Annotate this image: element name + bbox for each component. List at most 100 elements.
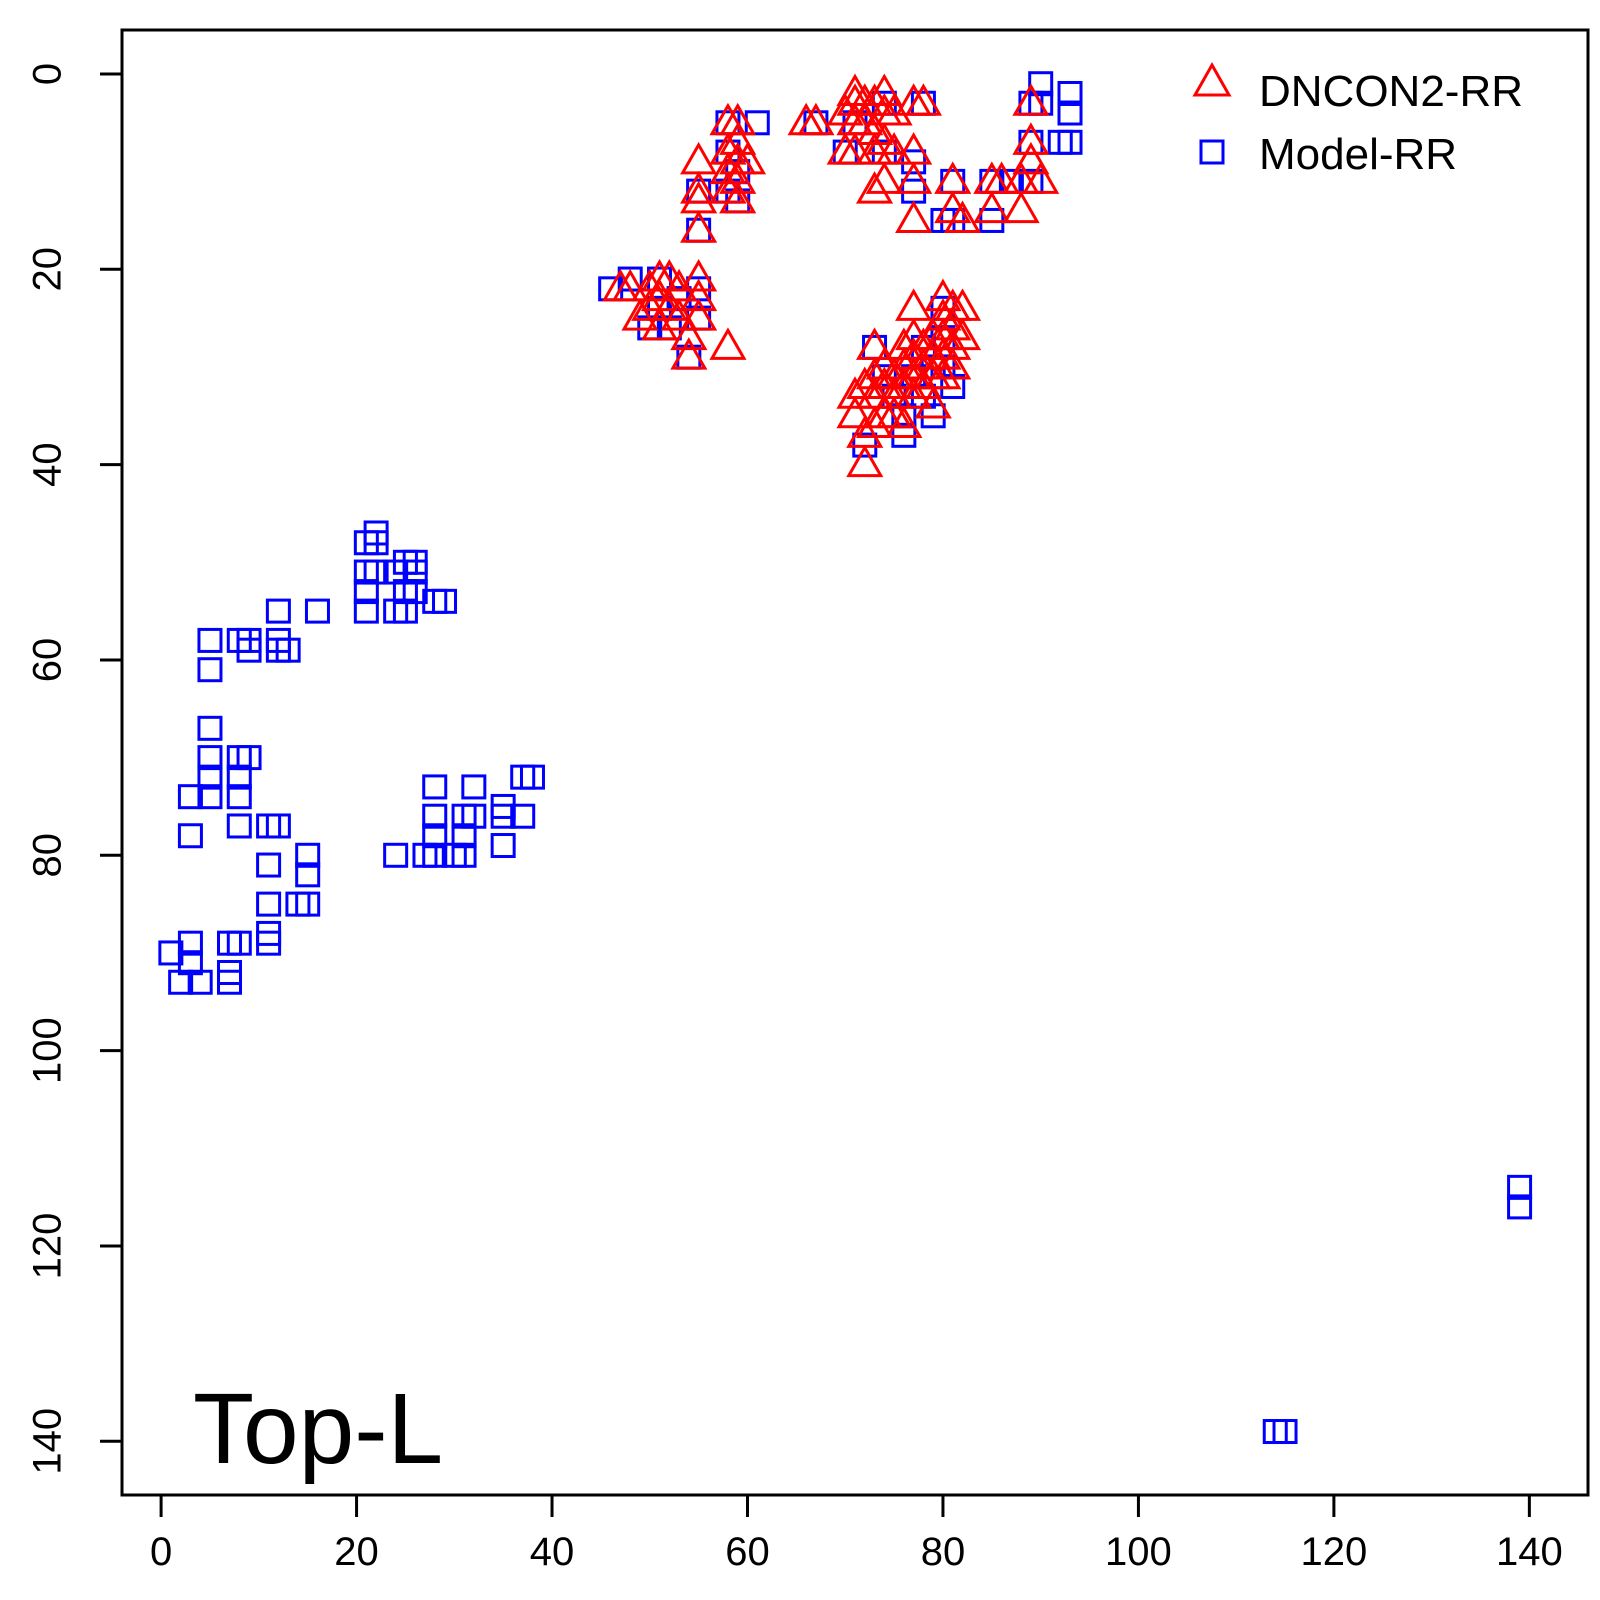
model-rr-point bbox=[295, 891, 321, 917]
dncon2-rr-point bbox=[1012, 141, 1050, 175]
model-rr-point bbox=[1272, 1419, 1298, 1445]
model-rr-point bbox=[422, 774, 448, 800]
legend-marker-triangle bbox=[1192, 61, 1232, 97]
dncon2-rr-point bbox=[855, 405, 894, 439]
legend: DNCON2-RR Model-RR bbox=[1192, 61, 1523, 179]
dncon2-rr-point bbox=[719, 122, 757, 155]
model-rr-point bbox=[519, 764, 545, 790]
model-rr-point bbox=[422, 803, 448, 829]
dncon2-rr-point bbox=[1012, 122, 1050, 155]
y-tick-label: 60 bbox=[26, 638, 70, 683]
dncon2-rr-point bbox=[895, 376, 933, 409]
model-rr-point bbox=[490, 833, 516, 859]
model-rr-point bbox=[197, 657, 223, 683]
model-rr-point bbox=[402, 559, 428, 585]
model-rr-point bbox=[177, 823, 203, 849]
dncon2-rr-point bbox=[728, 141, 767, 175]
x-axis: 0 20 40 60 80 100 120 140 bbox=[150, 1493, 1563, 1574]
model-rr-point bbox=[295, 842, 321, 868]
dncon2-rr-point bbox=[680, 278, 718, 312]
dncon2-rr-point bbox=[680, 298, 718, 331]
x-tick-label: 40 bbox=[530, 1530, 575, 1574]
dncon2-rr-point bbox=[836, 132, 874, 165]
model-rr-point bbox=[187, 969, 213, 995]
x-tick-label: 80 bbox=[921, 1530, 966, 1574]
y-tick-label: 0 bbox=[26, 63, 70, 85]
model-rr-point bbox=[490, 803, 516, 829]
legend-marker-square bbox=[1199, 139, 1225, 165]
model-rr-point bbox=[1028, 71, 1054, 97]
model-rr-point bbox=[265, 598, 291, 624]
dncon2-rr-point bbox=[983, 161, 1021, 194]
dncon2-rr-point bbox=[895, 161, 933, 194]
dncon2-rr-point bbox=[943, 200, 982, 233]
dncon2-rr-point bbox=[640, 307, 679, 341]
dncon2-rr-point bbox=[855, 171, 894, 204]
dncon2-rr-point bbox=[865, 161, 903, 194]
model-rr-point bbox=[686, 217, 712, 243]
model-rr-point bbox=[226, 930, 252, 956]
model-rr-point bbox=[422, 842, 448, 868]
x-tick-label: 60 bbox=[725, 1530, 770, 1574]
model-rr-point bbox=[295, 862, 321, 888]
dncon2-rr-point bbox=[680, 210, 718, 243]
dncon2-rr-point bbox=[973, 190, 1011, 224]
model-rr-point bbox=[197, 745, 223, 771]
model-rr-point bbox=[256, 852, 282, 878]
model-rr-point bbox=[168, 969, 194, 995]
dncon2-rr-point bbox=[680, 141, 718, 175]
model-rr-point bbox=[197, 784, 223, 810]
model-rr-point bbox=[226, 764, 252, 790]
model-rr-point bbox=[432, 588, 458, 614]
dncon2-rr-point bbox=[895, 200, 933, 233]
dncon2-rr-point bbox=[621, 298, 659, 331]
model-rr-point bbox=[217, 969, 243, 995]
model-rr-point bbox=[744, 110, 770, 136]
dncon2-rr-point bbox=[904, 83, 942, 116]
dncon2-rr-point bbox=[924, 356, 962, 390]
model-rr-point bbox=[510, 803, 536, 829]
x-tick-label: 140 bbox=[1496, 1530, 1563, 1574]
model-rr-point bbox=[1507, 1194, 1533, 1220]
dncon2-rr-point bbox=[875, 376, 913, 409]
dncon2-rr-point bbox=[904, 366, 942, 399]
dncon2-rr-point bbox=[914, 385, 952, 419]
model-rr-point bbox=[197, 715, 223, 741]
model-rr-point bbox=[236, 637, 262, 663]
model-rr-point bbox=[197, 627, 223, 653]
x-tick-label: 100 bbox=[1105, 1530, 1172, 1574]
plot-border bbox=[120, 28, 1590, 1497]
model-rr-point bbox=[1057, 129, 1083, 155]
y-tick-label: 20 bbox=[26, 247, 70, 292]
model-rr-point bbox=[422, 823, 448, 849]
model-rr-point bbox=[226, 813, 252, 839]
y-tick-label: 40 bbox=[26, 442, 70, 487]
dncon2-rr-point bbox=[719, 161, 757, 194]
y-tick-label: 100 bbox=[26, 1017, 70, 1084]
dncon2-rr-point bbox=[611, 268, 649, 302]
dncon2-rr-point bbox=[631, 288, 669, 321]
model-rr-point bbox=[275, 637, 301, 663]
dncon2-rr-point bbox=[719, 180, 757, 214]
model-rr-point bbox=[363, 559, 389, 585]
legend-label-model-rr: Model-RR bbox=[1259, 130, 1457, 179]
dncon2-rr-point bbox=[885, 405, 923, 439]
model-rr-point bbox=[363, 530, 389, 556]
model-rr-point bbox=[1057, 80, 1083, 106]
dncon2-rr-point bbox=[846, 415, 884, 448]
dncon2-rr-point bbox=[1002, 190, 1040, 224]
model-rr-point bbox=[304, 598, 330, 624]
y-tick-label: 80 bbox=[26, 833, 70, 878]
model-rr-point bbox=[177, 930, 203, 956]
dncon2-rr-point bbox=[670, 337, 708, 370]
model-rr-point bbox=[265, 813, 291, 839]
model-rr-point bbox=[256, 930, 282, 956]
dncon2-rr-point bbox=[836, 395, 874, 429]
dncon2-rr-point bbox=[934, 327, 972, 360]
legend-label-dncon2-rr: DNCON2-RR bbox=[1259, 67, 1523, 116]
panel-label: Top-L bbox=[193, 1373, 443, 1485]
dncon2-rr-point bbox=[1022, 161, 1060, 194]
x-tick-label: 0 bbox=[150, 1530, 172, 1574]
x-tick-label: 20 bbox=[334, 1530, 379, 1574]
